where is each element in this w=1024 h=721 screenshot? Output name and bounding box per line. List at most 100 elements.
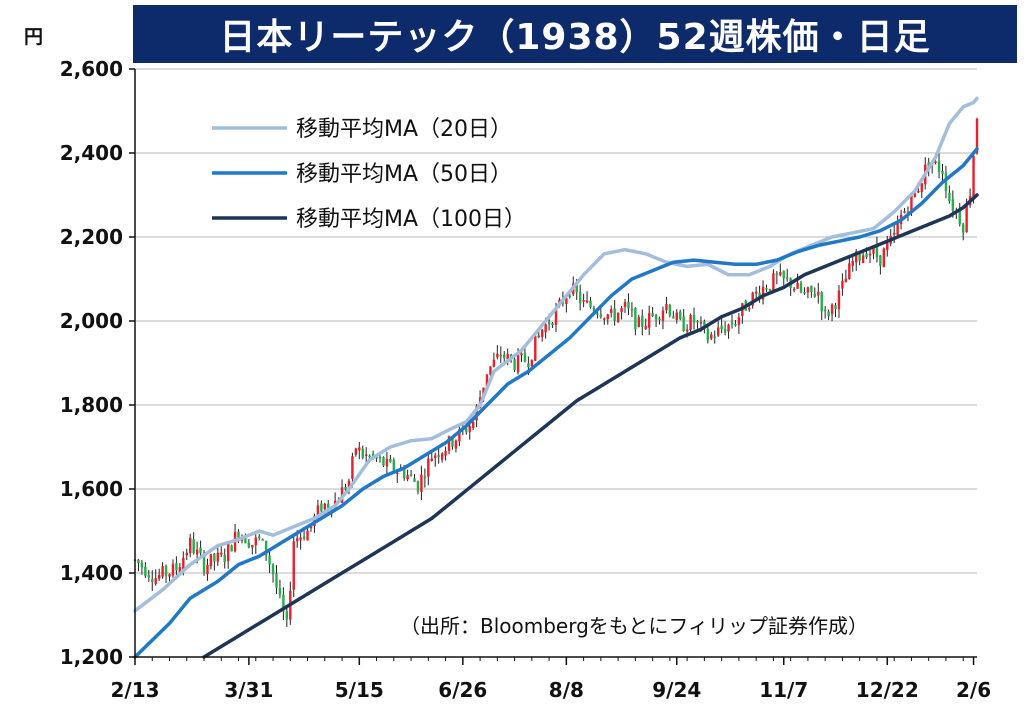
- candle: [848, 257, 851, 280]
- candle-body: [644, 325, 647, 329]
- candle-body: [944, 173, 948, 192]
- candle: [823, 306, 827, 319]
- candle: [427, 453, 430, 486]
- candle-body: [516, 353, 520, 373]
- candle: [171, 559, 175, 578]
- candle: [779, 263, 782, 277]
- candle-body: [447, 436, 451, 451]
- candle: [844, 269, 848, 283]
- candle-body: [175, 563, 178, 571]
- candle-body: [271, 564, 275, 575]
- candle: [306, 527, 309, 541]
- candle-body: [406, 474, 409, 480]
- candle-body: [513, 359, 516, 370]
- candle-body: [206, 564, 209, 575]
- candle-body: [606, 314, 609, 320]
- candle-body: [264, 540, 268, 556]
- candle-body: [620, 307, 623, 313]
- candle: [185, 548, 188, 560]
- candle: [830, 303, 834, 322]
- candle: [247, 539, 251, 549]
- x-tick-label: 2/13: [110, 678, 159, 702]
- candle: [658, 316, 661, 325]
- candle: [492, 352, 496, 368]
- candle: [585, 291, 589, 304]
- candle-body: [634, 308, 637, 330]
- candle: [941, 163, 944, 181]
- candle: [689, 313, 692, 332]
- candle: [144, 562, 147, 579]
- candle-body: [699, 322, 703, 324]
- candle-body: [751, 292, 754, 306]
- candle: [385, 451, 389, 475]
- candle-body: [244, 535, 247, 544]
- candle-body: [147, 575, 151, 578]
- candle: [430, 452, 433, 462]
- candle-body: [610, 309, 613, 313]
- candle: [623, 298, 627, 313]
- candle: [647, 305, 651, 336]
- candle-body: [637, 317, 641, 327]
- candle-body: [806, 287, 810, 293]
- candle: [682, 308, 685, 332]
- candle: [216, 547, 220, 566]
- candle: [258, 533, 261, 541]
- candle-body: [247, 542, 251, 548]
- candle-body: [837, 290, 841, 310]
- candle-body: [758, 292, 761, 299]
- candle-body: [565, 297, 568, 304]
- candle-body: [679, 311, 682, 319]
- candle-body: [171, 563, 175, 576]
- candle: [361, 445, 364, 460]
- candle: [302, 530, 306, 541]
- candle-body: [665, 303, 668, 311]
- candle-body: [554, 308, 558, 325]
- candle: [147, 569, 151, 582]
- candle-body: [454, 440, 458, 449]
- candle-body: [858, 253, 861, 261]
- candle: [416, 480, 420, 495]
- x-tick-label: 6/26: [438, 678, 487, 702]
- candle: [610, 305, 613, 318]
- candle-body: [882, 248, 886, 268]
- candle: [440, 452, 444, 463]
- candle: [254, 534, 257, 554]
- candle-body: [282, 594, 285, 612]
- candle: [213, 552, 216, 571]
- candle-body: [782, 270, 785, 279]
- candle-body: [692, 314, 696, 323]
- candle-body: [872, 248, 875, 254]
- candle-body: [420, 474, 423, 492]
- x-tick-label: 8/8: [549, 678, 584, 702]
- candle-body: [647, 313, 651, 328]
- candle-body: [575, 284, 578, 293]
- candle-body: [748, 307, 751, 310]
- candle: [761, 280, 765, 305]
- candle-body: [730, 322, 734, 325]
- candle: [299, 533, 302, 550]
- candle: [934, 160, 937, 165]
- candle: [968, 188, 972, 208]
- candle-body: [413, 478, 416, 482]
- candle-body: [710, 334, 713, 339]
- candle-body: [237, 531, 240, 539]
- candle-body: [934, 161, 937, 163]
- candle: [437, 448, 440, 464]
- candle-body: [396, 472, 399, 475]
- candle: [275, 565, 278, 594]
- candle-body: [368, 455, 371, 458]
- candle-body: [402, 469, 406, 478]
- candle-body: [416, 481, 420, 492]
- candle-body: [892, 232, 896, 235]
- candle-body: [951, 199, 955, 211]
- candle: [292, 534, 295, 598]
- candle-body: [489, 366, 492, 375]
- candle-body: [295, 538, 299, 542]
- candle: [582, 293, 585, 308]
- candle-body: [523, 352, 527, 362]
- candle: [765, 284, 768, 292]
- candle-body: [468, 426, 471, 432]
- candle-body: [834, 305, 837, 310]
- candle-body: [961, 224, 965, 233]
- candle: [140, 560, 144, 575]
